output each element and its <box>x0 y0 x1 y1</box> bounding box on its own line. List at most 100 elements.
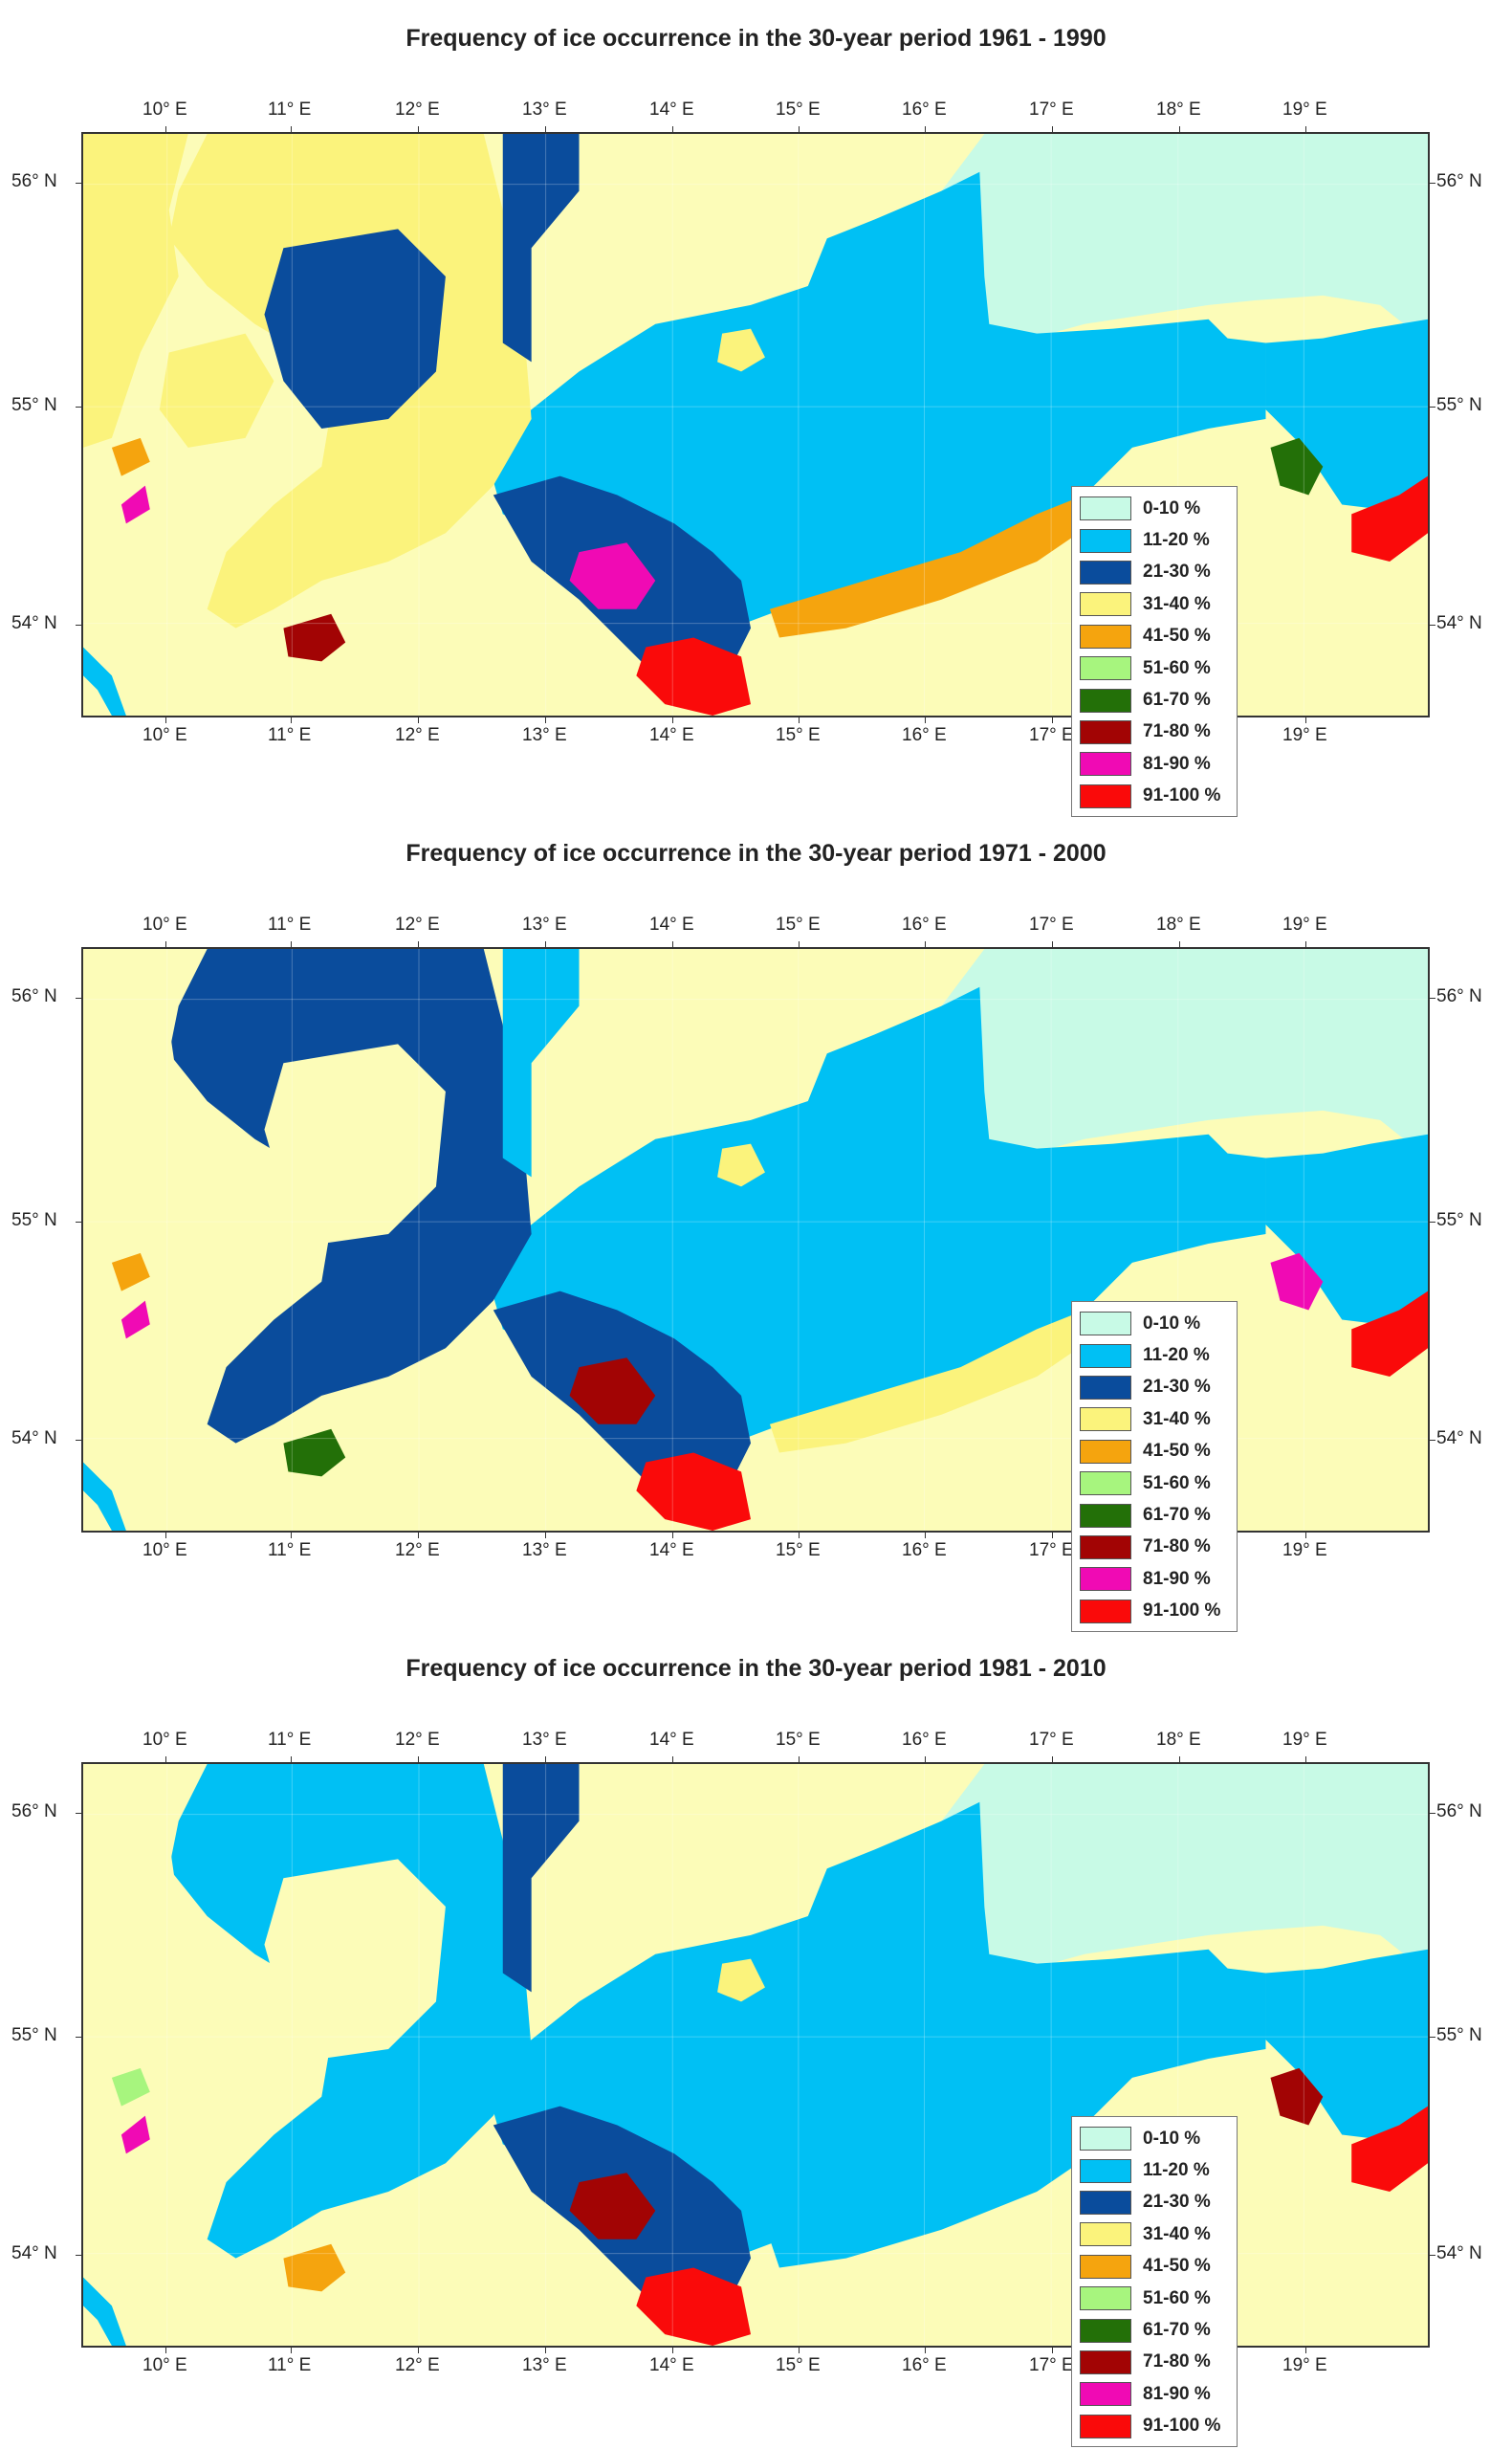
longitude-tick-mark <box>418 2348 419 2353</box>
longitude-tick-label-top: 12° E <box>395 1730 440 1750</box>
longitude-tick-label-top: 14° E <box>649 1730 694 1750</box>
longitude-tick-label-bottom: 11° E <box>268 2355 312 2375</box>
elbe-river <box>83 2277 126 2346</box>
legend-label: 21-30 % <box>1143 1377 1211 1398</box>
sea-0-10-region <box>922 134 1428 363</box>
legend-item: 71-80 % <box>1080 1532 1229 1563</box>
longitude-tick-mark <box>925 126 926 132</box>
funen-island <box>159 1963 274 2078</box>
longitude-tick-mark <box>672 126 673 132</box>
longitude-tick-mark <box>799 1756 800 1762</box>
jutland-coast-region <box>83 134 188 448</box>
longitude-tick-mark <box>418 717 419 723</box>
panel-title: Frequency of ice occurrence in the 30-ye… <box>405 1655 1107 1682</box>
latitude-tick-mark <box>76 183 81 184</box>
legend-swatch <box>1080 656 1131 681</box>
longitude-tick-mark <box>925 2348 926 2353</box>
longitude-tick-mark <box>291 717 292 723</box>
legend-swatch <box>1080 1439 1131 1464</box>
longitude-tick-label-bottom: 10° E <box>142 725 187 745</box>
bornholm-shoal <box>717 1958 765 2002</box>
longitude-tick-mark <box>925 1756 926 1762</box>
legend-swatch <box>1080 1534 1131 1559</box>
bornholm-shoal <box>717 328 765 372</box>
wismar-bay-region <box>283 613 346 662</box>
longitude-tick-label-bottom: 19° E <box>1282 2355 1327 2375</box>
sound-region <box>502 134 580 363</box>
longitude-tick-label-bottom: 10° E <box>142 1540 187 1560</box>
funen-island <box>159 1148 274 1263</box>
longitude-tick-mark <box>165 126 166 132</box>
schlei-region <box>121 1300 150 1339</box>
legend-label: 41-50 % <box>1143 2256 1211 2277</box>
longitude-tick-mark <box>1305 941 1306 947</box>
longitude-tick-label-top: 14° E <box>649 915 694 935</box>
latitude-tick-label-left: 55° N <box>11 395 57 415</box>
latitude-tick-mark <box>1430 2255 1435 2256</box>
latitude-tick-label-right: 54° N <box>1436 1428 1482 1448</box>
legend-label: 0-10 % <box>1143 497 1201 518</box>
legend-item: 11-20 % <box>1080 1339 1229 1371</box>
latitude-tick-mark <box>1430 1813 1435 1814</box>
longitude-tick-label-bottom: 13° E <box>522 725 567 745</box>
longitude-tick-mark <box>291 1533 292 1538</box>
latitude-tick-mark <box>1430 1440 1435 1441</box>
legend-swatch <box>1080 2254 1131 2279</box>
longitude-tick-label-top: 16° E <box>902 915 947 935</box>
longitude-tick-label-bottom: 12° E <box>395 1540 440 1560</box>
sound-region <box>502 949 580 1178</box>
longitude-tick-mark <box>925 717 926 723</box>
legend-label: 11-20 % <box>1143 530 1210 551</box>
longitude-tick-label-bottom: 16° E <box>902 2355 947 2375</box>
latitude-tick-label-left: 56° N <box>11 1801 57 1821</box>
legend-item: 51-60 % <box>1080 2283 1229 2314</box>
latitude-tick-mark <box>76 1222 81 1223</box>
elbe-river <box>83 647 126 716</box>
longitude-tick-mark <box>165 1756 166 1762</box>
legend-label: 41-50 % <box>1143 1441 1211 1462</box>
longitude-tick-label-top: 15° E <box>776 915 821 935</box>
frequency-legend: 0-10 % 11-20 % 21-30 % 31-40 % 41-50 % 51-60 … <box>1071 486 1238 817</box>
longitude-tick-label-bottom: 17° E <box>1029 725 1074 745</box>
legend-item: 41-50 % <box>1080 621 1229 652</box>
wismar-bay-region <box>283 1428 346 1477</box>
legend-item: 91-100 % <box>1080 781 1229 812</box>
zealand-island <box>264 1859 446 2059</box>
longitude-tick-label-top: 17° E <box>1029 915 1074 935</box>
legend-label: 81-90 % <box>1143 753 1211 774</box>
legend-label: 61-70 % <box>1143 2320 1211 2341</box>
longitude-tick-mark <box>799 2348 800 2353</box>
legend-label: 31-40 % <box>1143 1408 1211 1429</box>
legend-item: 81-90 % <box>1080 2378 1229 2410</box>
longitude-tick-label-top: 17° E <box>1029 1730 1074 1750</box>
odra-mouth-region <box>569 2173 656 2239</box>
schlei-region <box>121 2115 150 2154</box>
longitude-tick-label-bottom: 19° E <box>1282 725 1327 745</box>
latitude-tick-label-left: 56° N <box>11 171 57 191</box>
longitude-tick-label-bottom: 14° E <box>649 1540 694 1560</box>
legend-item: 41-50 % <box>1080 1436 1229 1467</box>
legend-item: 51-60 % <box>1080 652 1229 684</box>
central-baltic-region <box>483 986 1266 1444</box>
map-panel-1961-1990: Frequency of ice occurrence in the 30-ye… <box>0 0 1512 817</box>
longitude-tick-mark <box>545 1533 546 1538</box>
legend-label: 31-40 % <box>1143 2223 1211 2244</box>
longitude-tick-mark <box>672 717 673 723</box>
legend-item: 31-40 % <box>1080 588 1229 620</box>
legend-swatch <box>1080 719 1131 744</box>
longitude-tick-label-top: 18° E <box>1156 915 1201 935</box>
legend-swatch <box>1080 560 1131 585</box>
legend-item: 71-80 % <box>1080 717 1229 748</box>
bornholm-shoal <box>717 1143 765 1187</box>
longitude-tick-mark <box>799 717 800 723</box>
legend-swatch <box>1080 496 1131 521</box>
longitude-tick-label-bottom: 17° E <box>1029 1540 1074 1560</box>
legend-label: 11-20 % <box>1143 2160 1210 2181</box>
legend-label: 81-90 % <box>1143 1568 1211 1589</box>
longitude-tick-label-bottom: 16° E <box>902 725 947 745</box>
odra-mouth-region <box>569 1357 656 1424</box>
legend-label: 51-60 % <box>1143 657 1211 678</box>
longitude-tick-label-bottom: 19° E <box>1282 1540 1327 1560</box>
longitude-tick-label-top: 17° E <box>1029 99 1074 120</box>
longitude-tick-mark <box>1305 1533 1306 1538</box>
